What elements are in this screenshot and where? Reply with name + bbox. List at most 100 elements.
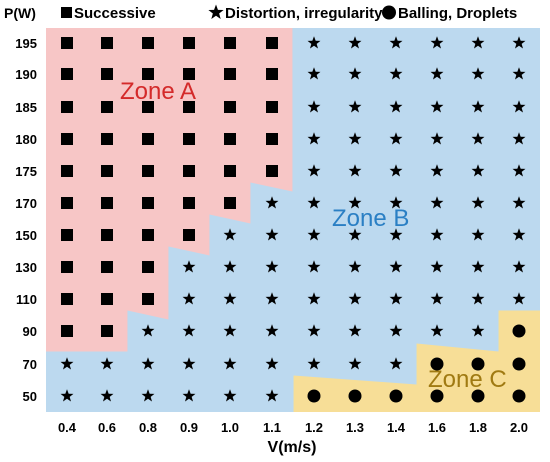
point-square <box>183 101 195 113</box>
y-tick-label: 195 <box>15 36 37 51</box>
y-tick-label: 175 <box>15 164 37 179</box>
point-square <box>101 197 113 209</box>
point-star <box>223 389 237 402</box>
legend-circle-marker <box>382 5 396 20</box>
y-tick-label: 130 <box>15 260 37 275</box>
point-square <box>142 165 154 177</box>
point-star <box>141 389 155 402</box>
point-square <box>101 261 113 273</box>
x-tick-label: 0.4 <box>58 420 77 435</box>
point-square <box>266 165 278 177</box>
point-circle <box>471 389 485 403</box>
x-tick-label: 1.8 <box>469 420 487 435</box>
x-tick-labels: 0.4 0.6 0.8 0.9 1.0 1.1 1.2 1.3 1.4 1.6 1.8 2.0 <box>58 420 528 435</box>
point-star <box>512 132 526 145</box>
point-square <box>142 293 154 305</box>
point-star <box>471 67 485 80</box>
point-square <box>183 37 195 49</box>
point-square <box>61 293 73 305</box>
zone-b-label: Zone B <box>332 205 409 232</box>
point-circle <box>430 357 444 371</box>
legend-square-marker <box>61 7 72 18</box>
point-star <box>265 292 279 305</box>
point-star <box>389 132 403 145</box>
point-square <box>101 101 113 113</box>
point-star <box>430 324 444 337</box>
point-star <box>512 260 526 273</box>
point-star <box>512 196 526 209</box>
zone-c-background <box>293 310 540 412</box>
data-points <box>60 36 526 403</box>
point-star <box>265 357 279 370</box>
x-tick-label: 1.0 <box>221 420 239 435</box>
x-tick-label: 1.1 <box>263 420 281 435</box>
point-star <box>348 324 362 337</box>
point-star <box>307 36 321 49</box>
point-star <box>60 389 74 402</box>
y-tick-label: 190 <box>15 67 37 82</box>
legend-label-distortion: Distortion, irregularity <box>225 5 383 22</box>
point-square <box>101 229 113 241</box>
point-square <box>61 197 73 209</box>
point-square <box>61 261 73 273</box>
point-square <box>142 197 154 209</box>
legend: Successive Distortion, irregularity Ball… <box>61 4 517 22</box>
point-circle <box>512 389 526 403</box>
point-star <box>348 357 362 370</box>
point-star <box>141 357 155 370</box>
point-star <box>389 228 403 241</box>
point-star <box>307 67 321 80</box>
zone-a-label: Zone A <box>120 78 196 105</box>
point-square <box>183 68 195 80</box>
point-square <box>142 37 154 49</box>
point-star <box>100 389 114 402</box>
point-star <box>223 292 237 305</box>
x-tick-label: 1.4 <box>387 420 406 435</box>
y-tick-label: 150 <box>15 228 37 243</box>
point-square <box>61 165 73 177</box>
point-star <box>265 260 279 273</box>
point-square <box>61 133 73 145</box>
point-star <box>348 132 362 145</box>
point-star <box>307 132 321 145</box>
point-circle <box>512 357 526 371</box>
point-square <box>61 229 73 241</box>
point-square <box>224 197 236 209</box>
point-star <box>348 292 362 305</box>
point-square <box>101 293 113 305</box>
x-tick-label: 2.0 <box>510 420 528 435</box>
point-circle <box>471 357 485 371</box>
point-circle <box>430 389 444 403</box>
point-square <box>183 229 195 241</box>
y-tick-label: 180 <box>15 132 37 147</box>
y-tick-label: 170 <box>15 196 37 211</box>
point-circle <box>348 389 362 403</box>
point-star <box>512 228 526 241</box>
point-star <box>265 389 279 402</box>
point-star <box>265 324 279 337</box>
point-star <box>430 260 444 273</box>
point-star <box>100 357 114 370</box>
point-star <box>389 357 403 370</box>
point-square <box>224 133 236 145</box>
point-star <box>471 164 485 177</box>
point-star <box>223 260 237 273</box>
y-tick-labels: 50 70 90 110 130 150 170 175 180 185 190 195 <box>15 36 37 404</box>
point-star <box>512 36 526 49</box>
point-star <box>471 36 485 49</box>
point-star <box>307 100 321 113</box>
point-star <box>307 196 321 209</box>
point-circle <box>307 389 321 403</box>
point-square <box>224 101 236 113</box>
point-square <box>61 37 73 49</box>
point-star <box>307 324 321 337</box>
legend-label-balling: Balling, Droplets <box>398 5 517 22</box>
point-star <box>430 36 444 49</box>
point-star <box>182 357 196 370</box>
point-star <box>307 357 321 370</box>
point-square <box>183 133 195 145</box>
point-square <box>101 133 113 145</box>
point-star <box>348 67 362 80</box>
point-star <box>471 260 485 273</box>
